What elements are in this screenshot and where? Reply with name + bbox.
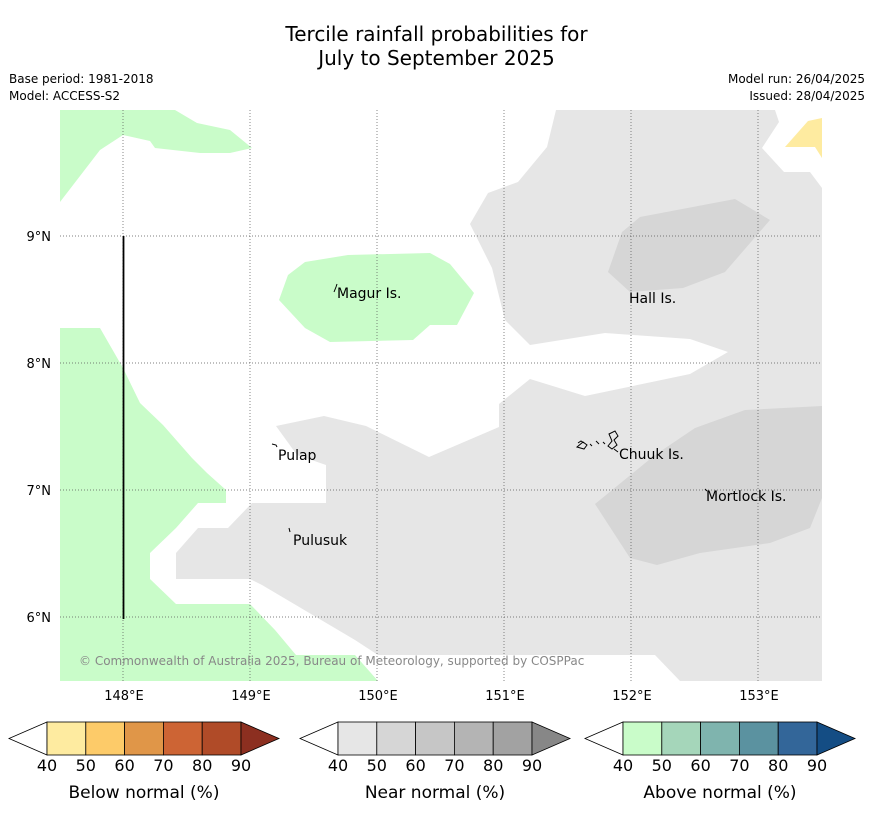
legend-color-bin — [124, 721, 164, 756]
legend-color-bin — [492, 721, 533, 756]
legend-above-normal: 40 50 60 70 80 90 Above normal (%) — [583, 721, 857, 803]
legend-color-bin — [162, 721, 203, 756]
lat-label-7n: 7°N — [27, 484, 52, 499]
legend-tick-label: 40 — [328, 756, 348, 775]
legend-extend-high — [816, 721, 857, 756]
legend-extend-low — [298, 721, 339, 756]
legend-extend-high — [531, 721, 572, 756]
lon-label-148e: 148°E — [104, 689, 144, 704]
legend-tick-label: 50 — [76, 756, 96, 775]
legend-below-normal: 40 50 60 70 80 90 Below normal (%) — [7, 721, 281, 803]
legend-color-bin — [415, 721, 455, 756]
label-pulap: Pulap — [278, 448, 317, 464]
legend-tick-label: 70 — [153, 756, 173, 775]
legend-color-bin — [201, 721, 242, 756]
label-pulusuk: Pulusuk — [293, 533, 348, 549]
label-hall: Hall Is. — [629, 291, 676, 307]
legend-color-bin — [46, 721, 87, 756]
legend-color-bin — [85, 721, 126, 756]
lat-label-6n: 6°N — [27, 611, 52, 626]
legend-tick-label: 70 — [444, 756, 464, 775]
copyright-text: © Commonwealth of Australia 2025, Bureau… — [79, 654, 584, 668]
pulap-island-shape — [271, 443, 278, 448]
near-normal-50-60-south — [595, 406, 822, 565]
lon-label-153e: 153°E — [739, 689, 779, 704]
legend-tick-label: 50 — [652, 756, 672, 775]
above-normal-west — [60, 328, 378, 681]
title-line-2: July to September 2025 — [318, 46, 555, 70]
map-area: Magur Is. Hall Is. Pulap Chuuk Is. Mortl… — [60, 110, 822, 681]
legend-tick-label: 70 — [729, 756, 749, 775]
legend-color-bin — [376, 721, 416, 756]
legend-color-bin — [739, 721, 779, 756]
meta-right: Model run: 26/04/2025 Issued: 28/04/2025 — [728, 71, 865, 105]
legend-tick-label: 80 — [192, 756, 212, 775]
legend-color-bin — [622, 721, 663, 756]
lon-label-150e: 150°E — [358, 689, 398, 704]
legend-extend-low — [7, 721, 48, 756]
legend-color-bin — [337, 721, 378, 756]
legend-tick-label: 90 — [807, 756, 827, 775]
gridlines — [60, 110, 822, 681]
legend-tick-label: 60 — [405, 756, 425, 775]
legend-tick-label: 80 — [768, 756, 788, 775]
model-run: Model run: 26/04/2025 — [727, 72, 865, 86]
model-name: Model: ACCESS-S2 — [9, 89, 121, 103]
label-magur: Magur Is. — [337, 286, 402, 302]
lat-label-8n: 8°N — [27, 357, 52, 372]
legend-title: Above normal (%) — [643, 783, 796, 803]
legend-tick-label: 50 — [367, 756, 387, 775]
island-outlines — [271, 283, 708, 533]
lon-label-149e: 149°E — [231, 689, 271, 704]
map-title: Tercile rainfall probabilities for July … — [0, 22, 873, 70]
legend-title: Near normal (%) — [365, 783, 505, 803]
legend-tick-label: 60 — [114, 756, 134, 775]
base-period: Base period: 1981-2018 — [9, 72, 154, 86]
lon-label-151e: 151°E — [485, 689, 525, 704]
lon-label-152e: 152°E — [612, 689, 652, 704]
legend-tick-label: 40 — [37, 756, 57, 775]
title-line-1: Tercile rainfall probabilities for — [285, 22, 588, 46]
legend-near-normal: 40 50 60 70 80 90 Near normal (%) — [298, 721, 572, 803]
meta-left: Base period: 1981-2018 Model: ACCESS-S2 — [9, 71, 154, 105]
legend-color-bin — [661, 721, 701, 756]
label-mortlock: Mortlock Is. — [706, 489, 786, 505]
legend-extend-high — [240, 721, 281, 756]
label-chuuk: Chuuk Is. — [619, 447, 684, 463]
legend-tick-label: 40 — [613, 756, 633, 775]
below-normal-northeast — [785, 118, 822, 158]
mortlock-island-shape — [704, 488, 708, 492]
above-normal-northwest — [60, 110, 252, 202]
legend-color-bin — [700, 721, 740, 756]
chuuk-lagoon-islands — [575, 430, 619, 453]
issued-date: Issued: 28/04/2025 — [749, 89, 865, 103]
legend-color-bin — [777, 721, 818, 756]
legend-tick-label: 60 — [690, 756, 710, 775]
lat-label-9n: 9°N — [27, 230, 52, 245]
pulusuk-island-shape — [288, 527, 291, 533]
above-normal-magur — [279, 253, 474, 342]
legend-color-bin — [453, 721, 494, 756]
legend-title: Below normal (%) — [69, 783, 220, 803]
legend-tick-label: 80 — [483, 756, 503, 775]
near-normal-50-60-north — [608, 199, 770, 292]
legend-extend-low — [583, 721, 624, 756]
magur-island-shape — [333, 283, 338, 293]
legend-tick-label: 90 — [231, 756, 251, 775]
legend-tick-label: 90 — [522, 756, 542, 775]
